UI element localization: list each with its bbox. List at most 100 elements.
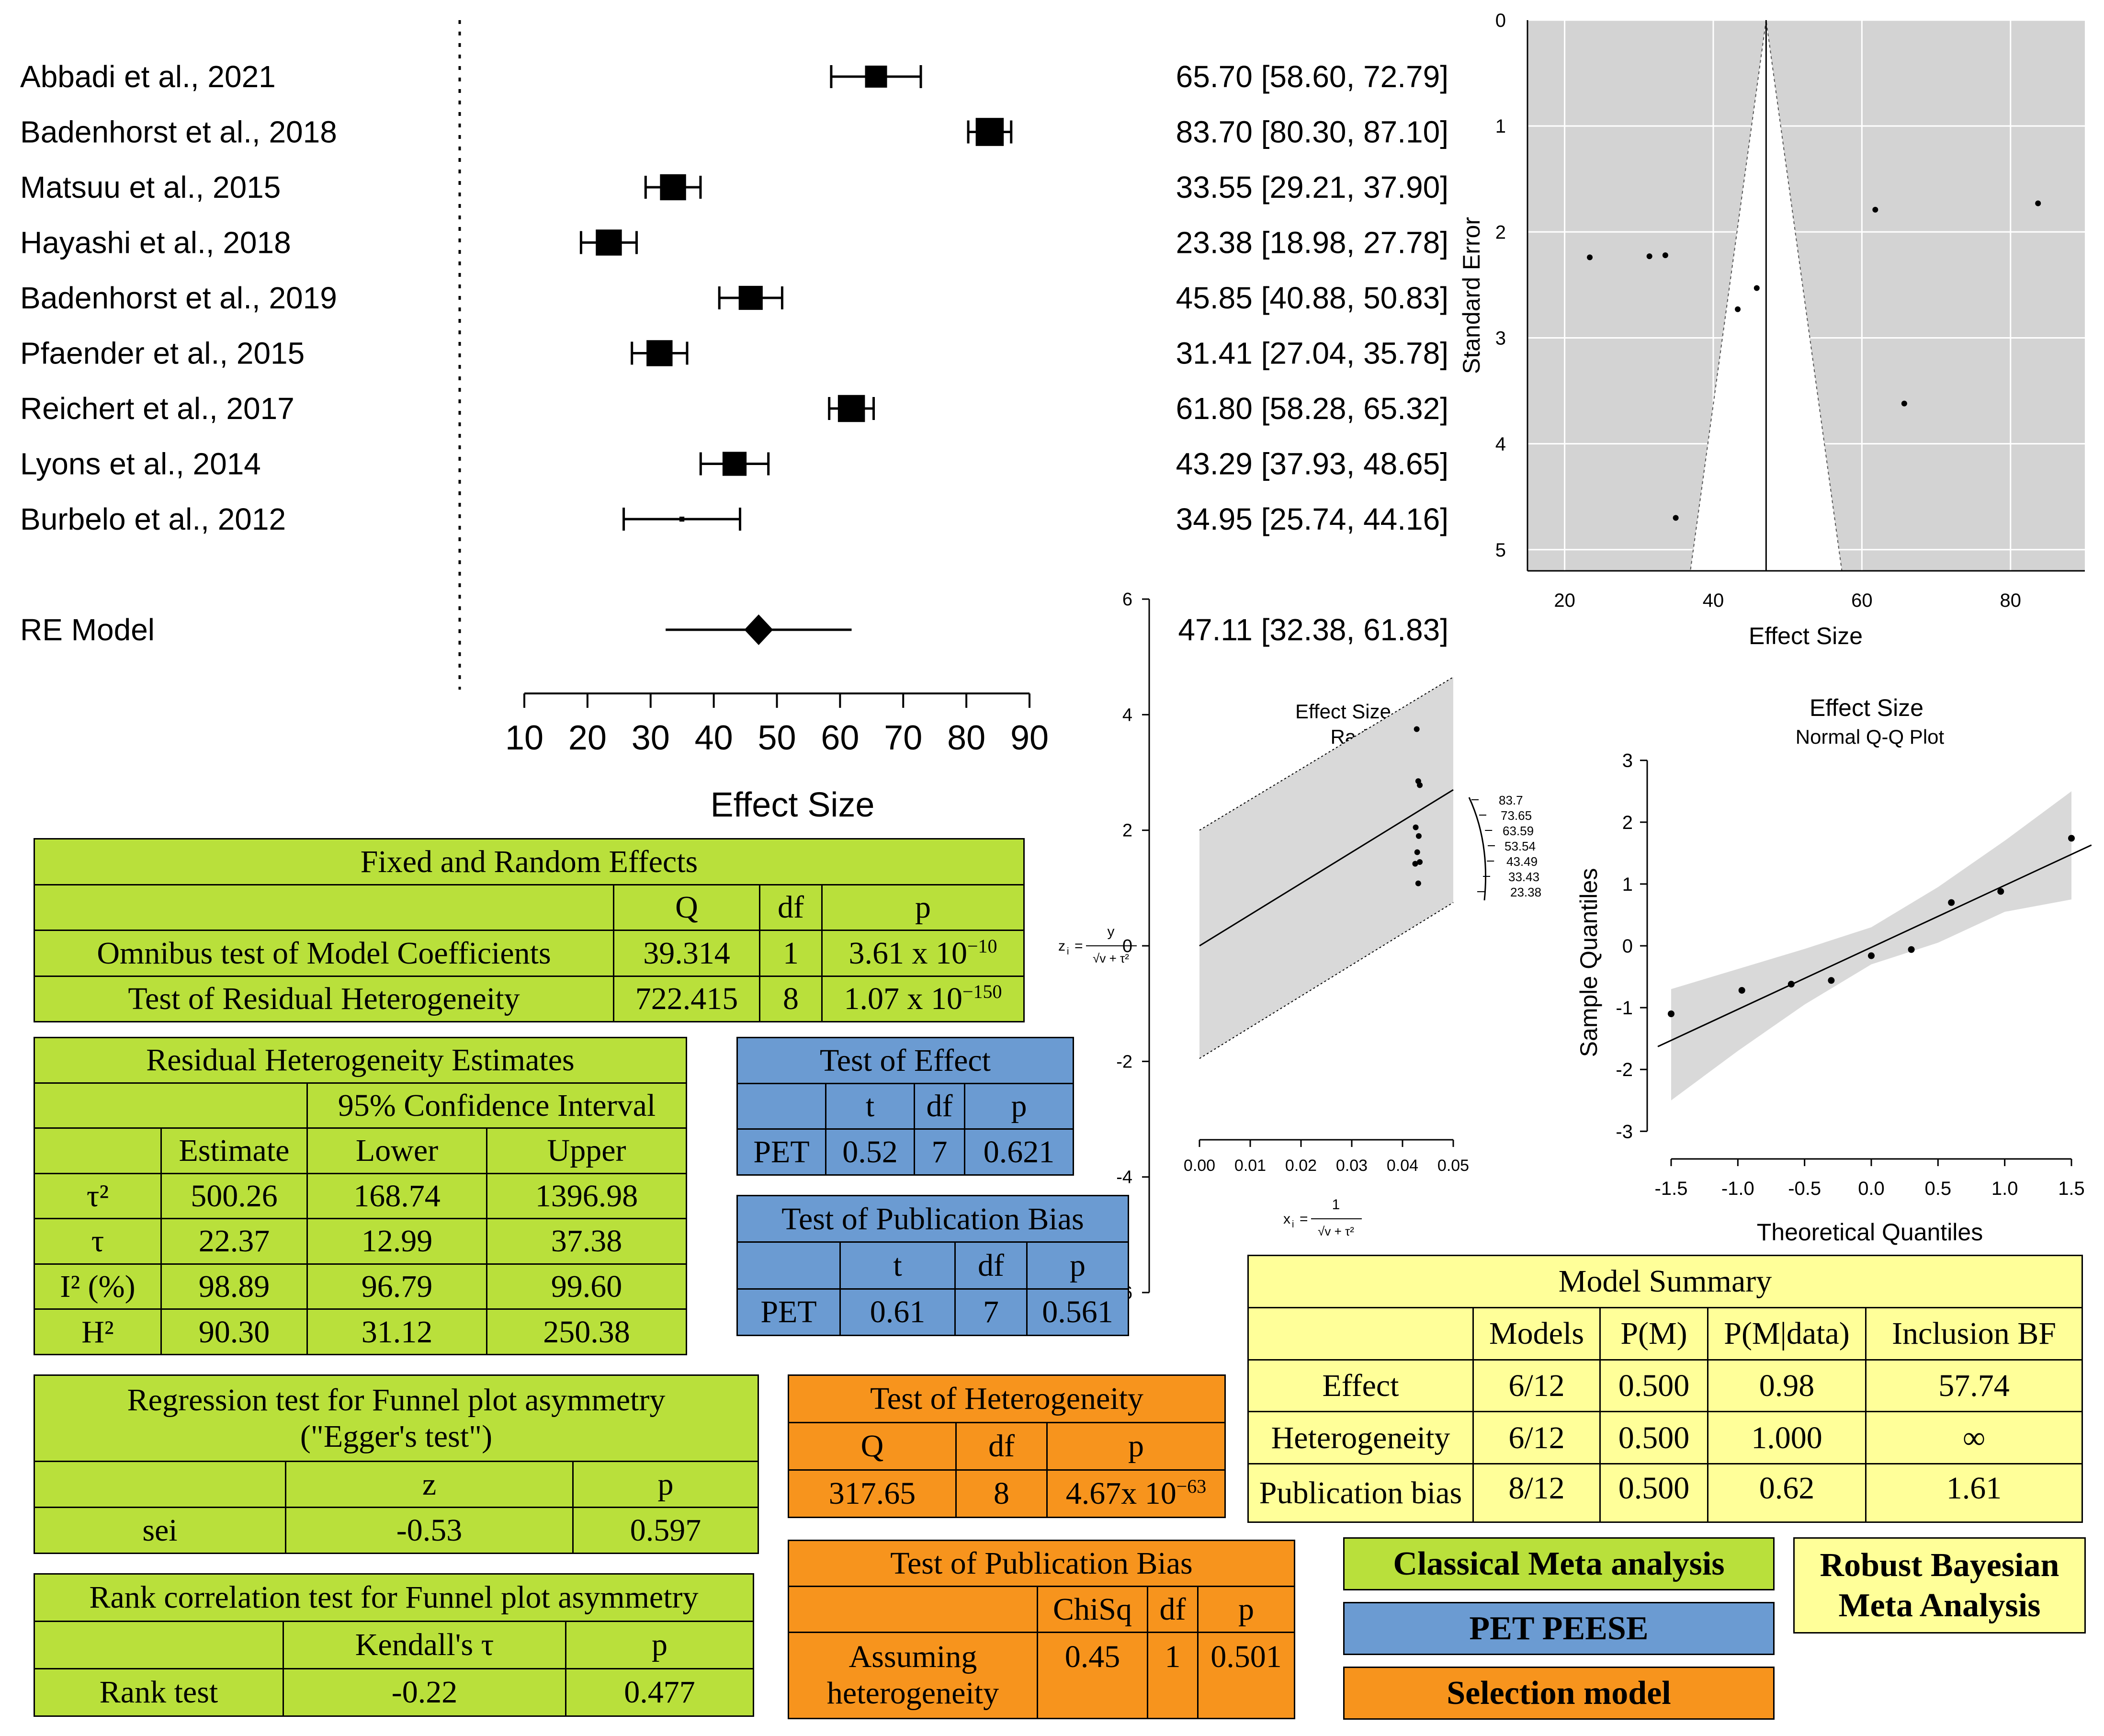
radial-x-numerator: 1 — [1332, 1197, 1340, 1213]
header-cell: Models — [1472, 1306, 1601, 1361]
cell: 0.61 — [839, 1288, 956, 1337]
header-cell: p — [572, 1461, 759, 1509]
qq-point — [2068, 835, 2075, 842]
qq-x-label: Theoretical Quantiles — [1757, 1219, 1983, 1246]
radial-point — [1417, 859, 1423, 865]
table-title: Rank correlation test for Funnel plot as… — [34, 1573, 754, 1622]
radial-z-equals: = — [1075, 938, 1083, 954]
qq-y-tick-label: 2 — [1622, 812, 1633, 833]
funnel-point — [1872, 206, 1878, 213]
cell: 1396.98 — [486, 1172, 687, 1220]
qq-content: -3 -2 -1 0 1 2 3 -1.5 -1.0 -0.5 0.0 0.5 1.0 1.5 — [1616, 750, 2092, 1199]
ci-text: 61.80 [58.28, 65.32] — [1176, 391, 1448, 426]
table-title: Test of Publication Bias — [736, 1194, 1129, 1243]
study-label: Reichert et al., 2017 — [20, 391, 294, 426]
row-label: Effect — [1247, 1359, 1474, 1413]
cell: 12.99 — [306, 1218, 487, 1265]
cell: 96.79 — [306, 1263, 487, 1310]
qq-point — [1868, 952, 1875, 959]
qq-point — [1787, 981, 1795, 988]
row-label: Heterogeneity — [1247, 1411, 1474, 1464]
funnel-y-tick-label: 3 — [1495, 328, 1506, 349]
radial-x-tick-label: 0.05 — [1437, 1157, 1469, 1175]
selection-test-of-heterogeneity-table: Test of Heterogeneity Q df p 317.65 8 4.… — [788, 1374, 1226, 1518]
effect-square — [837, 395, 865, 422]
cell: 500.26 — [160, 1172, 308, 1220]
forest-tick-label: 70 — [884, 719, 922, 757]
forest-tick-label: 80 — [947, 719, 985, 757]
ci-header: 95% Confidence Interval — [306, 1082, 687, 1129]
qq-x-tick-label: 1.5 — [2058, 1178, 2085, 1199]
funnel-y-tick-label: 4 — [1495, 434, 1506, 455]
header-cell: df — [955, 1422, 1048, 1471]
qq-y-tick-label: -3 — [1616, 1121, 1633, 1142]
qq-x-tick-label: 1.0 — [1991, 1178, 2018, 1199]
funnel-point — [1735, 306, 1741, 312]
effect-square — [646, 340, 673, 366]
header-cell: p — [565, 1621, 754, 1669]
header-cell: df — [759, 884, 823, 931]
header-cell: p — [1197, 1585, 1295, 1633]
residual-heterogeneity-table: Residual Heterogeneity Estimates 95% Con… — [34, 1037, 687, 1355]
qq-point — [1668, 1010, 1674, 1017]
header-cell: ChiSq — [1037, 1585, 1148, 1633]
cell: 8 — [955, 1469, 1048, 1518]
radial-content: -6-4-202460.000.010.020.030.040.0583.773… — [1116, 590, 1541, 1303]
cell: 1 — [759, 930, 823, 977]
radial-y-tick-label: 2 — [1122, 821, 1132, 841]
qq-x-tick-label: -1.5 — [1655, 1178, 1688, 1199]
study-label: Abbadi et al., 2021 — [20, 59, 276, 94]
radial-fit-line — [1199, 789, 1454, 947]
table-title: Fixed and Random Effects — [34, 838, 1025, 885]
radial-y-tick-label: 4 — [1122, 705, 1132, 725]
row-label: Test of Residual Heterogeneity — [34, 975, 614, 1022]
forest-x-axis: 10 20 30 40 50 60 70 80 90 — [505, 692, 1049, 757]
cell: 22.37 — [160, 1218, 308, 1265]
qq-y-label: Sample Quantiles — [1575, 868, 1602, 1057]
study-label: Matsuu et al., 2015 — [20, 170, 281, 204]
funnel-y-tick-label: 5 — [1495, 540, 1506, 561]
radial-x-tick-label: 0.02 — [1285, 1157, 1317, 1175]
qq-x-tick-label: 0.0 — [1858, 1178, 1885, 1199]
funnel-plot: 20 40 60 80 0 1 2 3 4 5 Effect Size Standard Erro… — [1458, 10, 2085, 649]
radial-x-tick-label: 0.00 — [1184, 1157, 1215, 1175]
p-mantissa: 1.07 x 10 — [844, 981, 962, 1017]
radial-point — [1415, 833, 1422, 839]
cell: 1.000 — [1707, 1411, 1866, 1464]
header-cell — [736, 1241, 841, 1290]
radial-z-denominator: √v + τ² — [1093, 951, 1129, 965]
cell: ∞ — [1865, 1411, 2083, 1464]
funnel-y-tick-label: 0 — [1495, 10, 1506, 31]
summary-label: RE Model — [20, 613, 155, 647]
cell: 0.500 — [1599, 1411, 1708, 1464]
radial-arc-label: 33.43 — [1508, 870, 1539, 884]
forest-plot: Abbadi et al., 2021 65.70 [58.60, 72.79] B… — [20, 20, 1448, 824]
cell: 0.500 — [1599, 1463, 1708, 1523]
row-label: τ — [34, 1218, 162, 1265]
qq-y-tick-label: 0 — [1622, 936, 1633, 957]
study-label: Pfaender et al., 2015 — [20, 336, 305, 371]
header-cell: p — [821, 884, 1025, 931]
header-cell: Estimate — [160, 1127, 308, 1174]
funnel-x-label: Effect Size — [1749, 623, 1863, 649]
funnel-point — [1673, 515, 1679, 521]
pet-test-of-publication-bias-table: Test of Publication Bias t df p PET 0.61… — [736, 1194, 1129, 1337]
cell: -0.53 — [285, 1507, 574, 1554]
qq-point — [1997, 888, 2004, 895]
forest-tick-label: 20 — [568, 719, 607, 757]
fixed-random-effects-table: Fixed and Random Effects Q df p Omnibus … — [34, 838, 1025, 1022]
forest-tick-label: 60 — [821, 719, 859, 757]
radial-x-denominator: √v + τ² — [1318, 1224, 1354, 1238]
cell: 0.597 — [572, 1507, 759, 1554]
table-title: Test of Effect — [736, 1037, 1074, 1084]
cell: 0.621 — [964, 1128, 1074, 1176]
cell: 250.38 — [486, 1308, 687, 1355]
cell: 0.501 — [1197, 1631, 1295, 1720]
radial-y-tick-label: -4 — [1116, 1168, 1132, 1188]
qq-x-tick-label: -0.5 — [1788, 1178, 1821, 1199]
row-label: PET — [736, 1128, 826, 1176]
funnel-x-tick-label: 20 — [1554, 590, 1575, 611]
forest-axis-label: Effect Size — [711, 786, 875, 824]
ci-text: 65.70 [58.60, 72.79] — [1176, 59, 1448, 94]
header-cell: z — [285, 1461, 574, 1509]
